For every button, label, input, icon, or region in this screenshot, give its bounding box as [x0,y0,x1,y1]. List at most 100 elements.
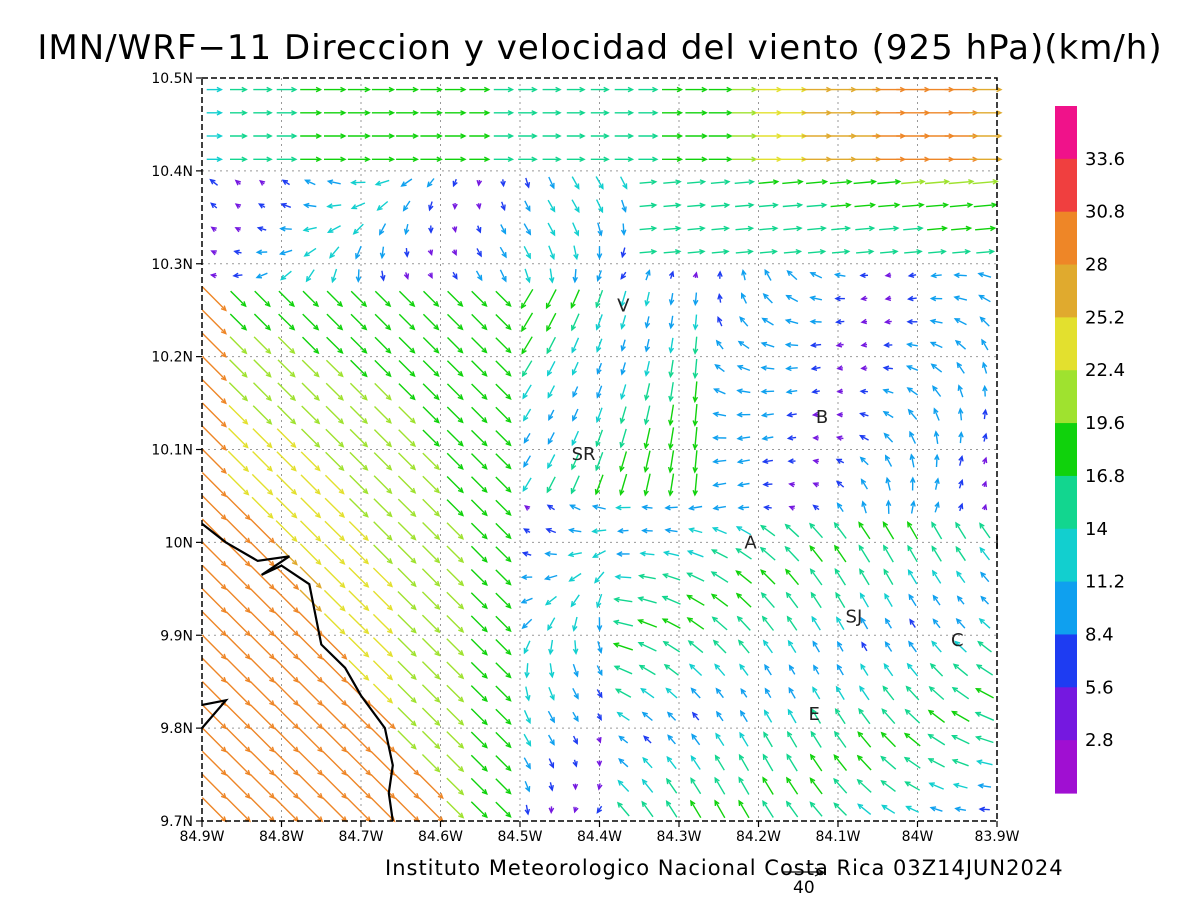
wind-vector [735,202,755,209]
wind-vector [396,133,420,139]
wind-vector [427,249,434,257]
wind-vector [755,133,783,139]
wind-vector [322,750,348,776]
wind-vector [301,359,320,378]
lat-tick-label: 10.3N [151,257,193,273]
wind-vector [568,572,582,582]
wind-vector [446,383,464,401]
wind-vector [691,711,700,721]
wind-vector [761,615,775,631]
wind-vector [420,86,443,93]
wind-vector [927,733,946,746]
wind-vector [252,428,273,449]
wind-vector [201,472,227,498]
wind-vector [621,199,627,213]
wind-vector [735,526,752,536]
wind-vector [548,176,555,190]
wind-vector [881,804,896,814]
wind-vector [524,780,531,793]
wind-vector [687,225,706,232]
wind-vector [249,727,276,753]
wind-vector [906,342,918,348]
wind-vector [542,156,562,163]
wind-vector [668,382,674,403]
wind-vector [619,406,627,425]
colorbar-swatch [1055,740,1077,794]
wind-vector [370,727,396,753]
wind-vector [428,201,434,212]
wind-vector [548,245,555,261]
wind-vector [572,386,579,398]
wind-vector [692,427,698,451]
wind-vector [470,801,488,819]
wind-vector [346,704,372,730]
wind-vector [570,475,580,495]
wind-vector [469,110,491,116]
wind-vector [596,338,603,353]
city-label: E [808,704,819,725]
wind-vector [225,657,252,684]
wind-vector [420,133,443,139]
wind-vector [404,248,410,258]
wind-vector [298,773,324,800]
wind-vector [571,313,580,332]
wind-vector [495,801,512,818]
wind-vector [812,640,821,653]
wind-vector [446,661,465,680]
wind-vector [692,473,699,497]
colorbar-label: 28 [1085,255,1108,276]
wind-vector [249,588,276,614]
wind-vector [909,618,916,628]
wind-vector [249,750,276,776]
wind-vector [788,664,796,675]
wind-vector [278,249,293,256]
wind-vector [446,754,465,773]
wind-vector [422,360,440,378]
wind-vector [760,412,774,418]
wind-vector [572,640,579,655]
wind-vector [277,405,297,425]
wind-vector [201,379,227,405]
wind-vector [372,613,394,635]
wind-vector [548,758,555,769]
wind-vector [762,776,774,795]
wind-vector [858,707,871,725]
wind-vector [590,110,610,116]
lat-tick-label: 9.7N [160,814,193,830]
wind-vector [736,388,751,394]
wind-vector [421,637,441,657]
lat-tick-label: 10.5N [151,71,193,87]
wind-vector [249,564,276,591]
wind-vector [398,360,416,378]
wind-vector [809,545,823,563]
wind-vector [523,455,532,468]
wind-vector [348,544,370,565]
wind-vector [690,799,702,819]
wind-vector [811,388,820,395]
wind-vector [547,199,556,213]
wind-vector [692,292,699,307]
wind-vector [909,430,917,444]
wind-vector [227,450,250,473]
wind-vector [905,685,920,701]
wind-vector [833,730,847,748]
lat-tick-label: 10.2N [151,350,193,366]
wind-vector [734,179,756,185]
wind-vector [785,388,798,395]
colorbar-label: 14 [1085,519,1108,540]
wind-vector [882,365,893,371]
wind-vector [421,614,441,634]
wind-vector [978,294,991,303]
wind-vector [616,527,629,534]
wind-vector [446,638,465,657]
wind-vector [373,498,393,518]
wind-vector [639,202,658,209]
wind-vector [928,782,944,790]
wind-vector [372,567,394,588]
wind-vector [858,434,869,441]
wind-vector [373,544,393,565]
city-label: I [994,532,999,553]
wind-vector [201,402,227,428]
wind-vector [929,806,943,812]
wind-vector [982,384,988,397]
